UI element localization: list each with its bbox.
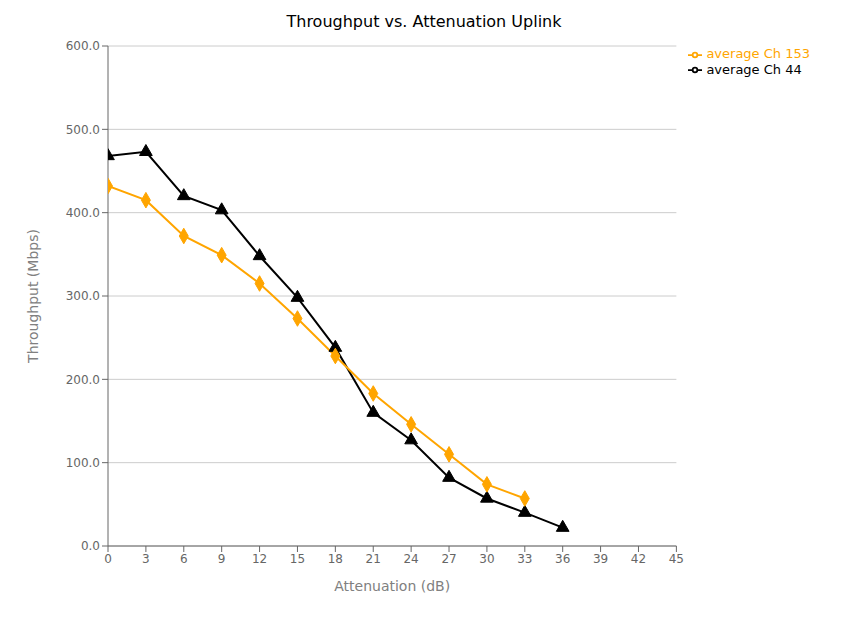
svg-text:200.0: 200.0 bbox=[66, 373, 100, 387]
svg-text:0: 0 bbox=[104, 552, 112, 566]
svg-text:0.0: 0.0 bbox=[81, 539, 100, 553]
svg-text:21: 21 bbox=[366, 552, 381, 566]
svg-text:39: 39 bbox=[593, 552, 608, 566]
svg-text:100.0: 100.0 bbox=[66, 456, 100, 470]
html-text:average Ch 44: average Ch 44 bbox=[706, 61, 802, 77]
svg-text:6: 6 bbox=[180, 552, 188, 566]
svg-text:42: 42 bbox=[631, 552, 646, 566]
svg-text:18: 18 bbox=[328, 552, 343, 566]
html-text:Throughput vs. Attenuation Upl: Throughput vs. Attenuation Uplink bbox=[286, 12, 562, 31]
svg-text:3: 3 bbox=[142, 552, 150, 566]
svg-text:Throughput (Mbps): Throughput (Mbps) bbox=[25, 229, 41, 364]
svg-text:600.0: 600.0 bbox=[66, 39, 100, 53]
svg-text:400.0: 400.0 bbox=[66, 206, 100, 220]
svg-text:27: 27 bbox=[441, 552, 456, 566]
svg-text:300.0: 300.0 bbox=[66, 289, 100, 303]
svg-text:15: 15 bbox=[290, 552, 305, 566]
svg-text:Attenuation (dB): Attenuation (dB) bbox=[334, 578, 450, 594]
svg-text:500.0: 500.0 bbox=[66, 123, 100, 137]
svg-text:45: 45 bbox=[669, 552, 684, 566]
html-text:average Ch 153: average Ch 153 bbox=[706, 46, 810, 61]
svg-text:33: 33 bbox=[517, 552, 532, 566]
svg-text:9: 9 bbox=[218, 552, 226, 566]
svg-text:24: 24 bbox=[403, 552, 418, 566]
svg-text:30: 30 bbox=[479, 552, 494, 566]
svg-text:12: 12 bbox=[252, 552, 267, 566]
svg-text:36: 36 bbox=[555, 552, 570, 566]
